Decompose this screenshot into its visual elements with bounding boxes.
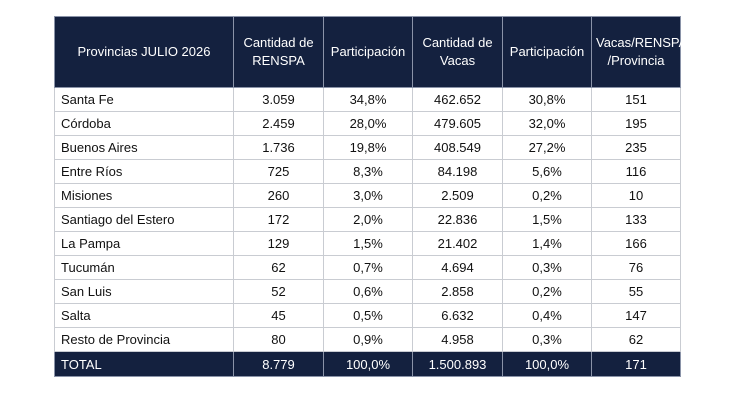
vacas-per-renspa-cell: 151 (591, 87, 681, 112)
vacas-cell: 6.632 (412, 303, 503, 328)
total-cell: 1.500.893 (412, 351, 503, 377)
vacas-cell: 2.509 (412, 183, 503, 208)
renspa-share-cell: 0,5% (323, 303, 413, 328)
renspa-cell: 52 (233, 279, 324, 304)
total-row: TOTAL 8.779 100,0% 1.500.893 100,0% 171 (54, 351, 681, 377)
renspa-table: Provincias JULIO 2026 Cantidad de RENSPA… (54, 16, 687, 377)
renspa-share-cell: 0,7% (323, 255, 413, 280)
renspa-share-cell: 2,0% (323, 207, 413, 232)
vacas-share-cell: 0,2% (502, 279, 592, 304)
table-row: Resto de Provincia 80 0,9% 4.958 0,3% 62 (54, 327, 681, 352)
renspa-cell: 1.736 (233, 135, 324, 160)
provincia-cell: Entre Ríos (54, 159, 234, 184)
vacas-per-renspa-cell: 62 (591, 327, 681, 352)
renspa-share-cell: 1,5% (323, 231, 413, 256)
vacas-per-renspa-cell: 235 (591, 135, 681, 160)
table-row: La Pampa 129 1,5% 21.402 1,4% 166 (54, 231, 681, 256)
vacas-cell: 21.402 (412, 231, 503, 256)
renspa-share-cell: 8,3% (323, 159, 413, 184)
table-header-row: Provincias JULIO 2026 Cantidad de RENSPA… (54, 16, 687, 88)
renspa-share-cell: 28,0% (323, 111, 413, 136)
header-cantidad-renspa: Cantidad de RENSPA (233, 16, 324, 88)
total-cell: 8.779 (233, 351, 324, 377)
vacas-share-cell: 27,2% (502, 135, 592, 160)
renspa-table-container: Provincias JULIO 2026 Cantidad de RENSPA… (54, 16, 687, 377)
vacas-cell: 84.198 (412, 159, 503, 184)
header-cantidad-vacas: Cantidad de Vacas (412, 16, 503, 88)
provincia-cell: San Luis (54, 279, 234, 304)
vacas-per-renspa-cell: 55 (591, 279, 681, 304)
provincia-cell: Santiago del Estero (54, 207, 234, 232)
renspa-cell: 62 (233, 255, 324, 280)
provincia-cell: Buenos Aires (54, 135, 234, 160)
header-participacion-vacas: Participación (502, 16, 592, 88)
provincia-cell: Salta (54, 303, 234, 328)
total-cell: 171 (591, 351, 681, 377)
vacas-cell: 408.549 (412, 135, 503, 160)
renspa-share-cell: 3,0% (323, 183, 413, 208)
vacas-per-renspa-cell: 10 (591, 183, 681, 208)
vacas-share-cell: 30,8% (502, 87, 592, 112)
vacas-share-cell: 0,2% (502, 183, 592, 208)
provincia-cell: Tucumán (54, 255, 234, 280)
table-row: Tucumán 62 0,7% 4.694 0,3% 76 (54, 255, 681, 280)
provincia-cell: Resto de Provincia (54, 327, 234, 352)
vacas-share-cell: 1,5% (502, 207, 592, 232)
table-row: Entre Ríos 725 8,3% 84.198 5,6% 116 (54, 159, 681, 184)
vacas-cell: 4.694 (412, 255, 503, 280)
vacas-cell: 4.958 (412, 327, 503, 352)
vacas-cell: 22.836 (412, 207, 503, 232)
renspa-share-cell: 0,6% (323, 279, 413, 304)
vacas-share-cell: 5,6% (502, 159, 592, 184)
renspa-cell: 80 (233, 327, 324, 352)
vacas-share-cell: 0,3% (502, 255, 592, 280)
vacas-share-cell: 0,4% (502, 303, 592, 328)
vacas-cell: 2.858 (412, 279, 503, 304)
table-row: Buenos Aires 1.736 19,8% 408.549 27,2% 235 (54, 135, 681, 160)
provincia-cell: Córdoba (54, 111, 234, 136)
table-row: Salta 45 0,5% 6.632 0,4% 147 (54, 303, 681, 328)
provincia-cell: Misiones (54, 183, 234, 208)
vacas-per-renspa-cell: 133 (591, 207, 681, 232)
vacas-per-renspa-cell: 116 (591, 159, 681, 184)
vacas-per-renspa-cell: 76 (591, 255, 681, 280)
renspa-cell: 172 (233, 207, 324, 232)
total-cell: 100,0% (323, 351, 413, 377)
total-cell: 100,0% (502, 351, 592, 377)
renspa-share-cell: 0,9% (323, 327, 413, 352)
renspa-share-cell: 19,8% (323, 135, 413, 160)
table-body: Santa Fe 3.059 34,8% 462.652 30,8% 151 Córdoba… (54, 87, 681, 352)
vacas-per-renspa-cell: 166 (591, 231, 681, 256)
vacas-share-cell: 32,0% (502, 111, 592, 136)
total-label: TOTAL (54, 351, 234, 377)
header-provincias: Provincias JULIO 2026 (54, 16, 234, 88)
table-row: Santiago del Estero 172 2,0% 22.836 1,5% 133 (54, 207, 681, 232)
provincia-cell: Santa Fe (54, 87, 234, 112)
table-row: San Luis 52 0,6% 2.858 0,2% 55 (54, 279, 681, 304)
vacas-per-renspa-cell: 195 (591, 111, 681, 136)
vacas-per-renspa-cell: 147 (591, 303, 681, 328)
renspa-cell: 3.059 (233, 87, 324, 112)
renspa-share-cell: 34,8% (323, 87, 413, 112)
vacas-share-cell: 1,4% (502, 231, 592, 256)
renspa-cell: 129 (233, 231, 324, 256)
renspa-cell: 725 (233, 159, 324, 184)
table-row: Misiones 260 3,0% 2.509 0,2% 10 (54, 183, 681, 208)
header-vacas-por-renspa: Vacas/RENSPA /Provincia (591, 16, 687, 88)
vacas-share-cell: 0,3% (502, 327, 592, 352)
vacas-cell: 479.605 (412, 111, 503, 136)
renspa-cell: 2.459 (233, 111, 324, 136)
table-row: Santa Fe 3.059 34,8% 462.652 30,8% 151 (54, 87, 681, 112)
vacas-cell: 462.652 (412, 87, 503, 112)
header-participacion-renspa: Participación (323, 16, 413, 88)
renspa-cell: 260 (233, 183, 324, 208)
renspa-cell: 45 (233, 303, 324, 328)
table-row: Córdoba 2.459 28,0% 479.605 32,0% 195 (54, 111, 681, 136)
provincia-cell: La Pampa (54, 231, 234, 256)
